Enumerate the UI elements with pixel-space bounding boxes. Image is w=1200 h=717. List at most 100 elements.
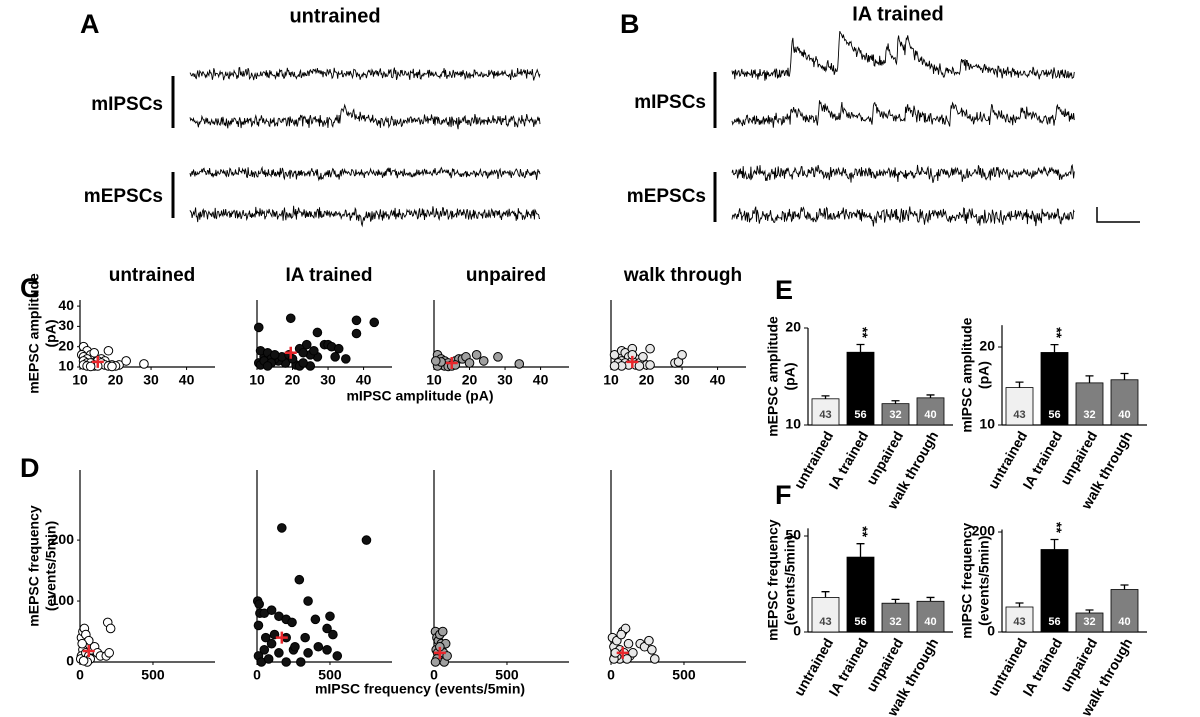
x-tick-label: 10 [603,372,619,388]
point [330,352,340,362]
point [430,657,441,667]
error-bar [891,598,900,604]
y-tick-label: 0 [66,653,74,669]
bar [1040,549,1069,633]
panel-title: IA trained [852,3,944,25]
traces [189,31,1075,228]
error-bar [856,543,865,558]
point [649,654,660,664]
x-tick-label: 0 [607,667,615,683]
x-tick-label: 500 [318,667,342,683]
mean-cross [445,356,458,369]
x-tick-label: 10 [249,372,265,388]
point [341,354,351,364]
panel-letter: C [20,273,40,303]
point [78,655,89,666]
point [139,359,149,369]
n-label: 56 [854,409,866,421]
y-tick-label: 0 [793,623,801,639]
x-tick-label: 0 [253,667,261,683]
point [285,313,296,324]
bar [811,398,840,426]
point [622,654,632,664]
x-axis-label: mIPSC amplitude (pA) [346,388,493,404]
y-tick-label: 200 [51,531,75,547]
panel-letter: A [80,9,100,39]
bar [1005,606,1034,633]
point [107,361,117,372]
point [301,339,312,350]
x-tick-label: 20 [285,372,301,388]
error-bar [926,596,935,602]
panel-letter: F [775,480,792,510]
mean-cross [616,646,629,659]
error-bar [1120,372,1129,380]
n-label: 40 [924,409,936,421]
panel-title: untrained [289,5,380,27]
bar [1005,387,1034,426]
n-label: 32 [1083,409,1095,421]
point [351,328,362,339]
point [333,343,344,354]
plot-title: unpaired [466,265,546,286]
y-axis-label: mIPSC frequency [959,523,975,639]
x-tick-label: 20 [108,372,124,388]
error-bar [1120,584,1129,590]
point [269,350,280,360]
x-tick-label: 30 [674,372,690,388]
vertical-scale-bars [171,72,717,222]
point [274,648,284,658]
y-tick-label: 10 [785,416,801,432]
bar [1110,589,1139,633]
mean-cross [433,646,446,659]
n-label: 40 [924,616,936,628]
bar [916,397,945,426]
y-axis-label: (events/5min) [976,536,992,626]
significance: ** [855,327,871,338]
n-label: 32 [889,616,901,628]
point [623,638,634,649]
x-tick-label: 20 [462,372,478,388]
y-tick-label: 200 [972,523,996,539]
point [645,360,655,370]
point [634,361,645,371]
x-tick-label: 40 [710,372,726,388]
bar [1110,379,1139,426]
point [262,361,273,371]
y-tick-label: 40 [58,297,74,313]
y-tick-label: 20 [58,337,74,353]
error-bar [1015,381,1024,388]
y-axis-label: mEPSC amplitude [765,316,781,437]
trace [731,163,1075,183]
error-bar [1050,344,1059,353]
trace [731,100,1075,128]
x-tick-label: 0 [430,667,438,683]
n-label: 56 [1048,616,1060,628]
y-axis-label: (events/5min) [782,535,798,625]
point [493,352,503,362]
trace-label: mEPSCs [84,186,163,207]
trace [731,31,1075,81]
point [647,645,657,655]
point [254,599,264,609]
point [322,645,332,655]
error-bar [1085,375,1094,383]
bar [1040,352,1069,426]
bar [1075,382,1104,426]
mean-cross [284,346,297,359]
error-bar [856,343,865,353]
n-label: 32 [1083,616,1095,628]
significance: ** [1049,522,1065,533]
trace-label: mIPSCs [634,92,706,113]
x-tick-label: 500 [495,667,519,683]
point [303,596,313,606]
point [277,523,287,533]
n-label: 32 [889,409,901,421]
point [298,347,308,358]
mean-cross [91,355,104,368]
y-axis-label: mEPSC frequency [765,519,781,641]
y-tick-label: 20 [979,338,995,354]
trace [189,103,541,130]
trace-label: mIPSCs [91,94,163,115]
point [300,632,310,643]
